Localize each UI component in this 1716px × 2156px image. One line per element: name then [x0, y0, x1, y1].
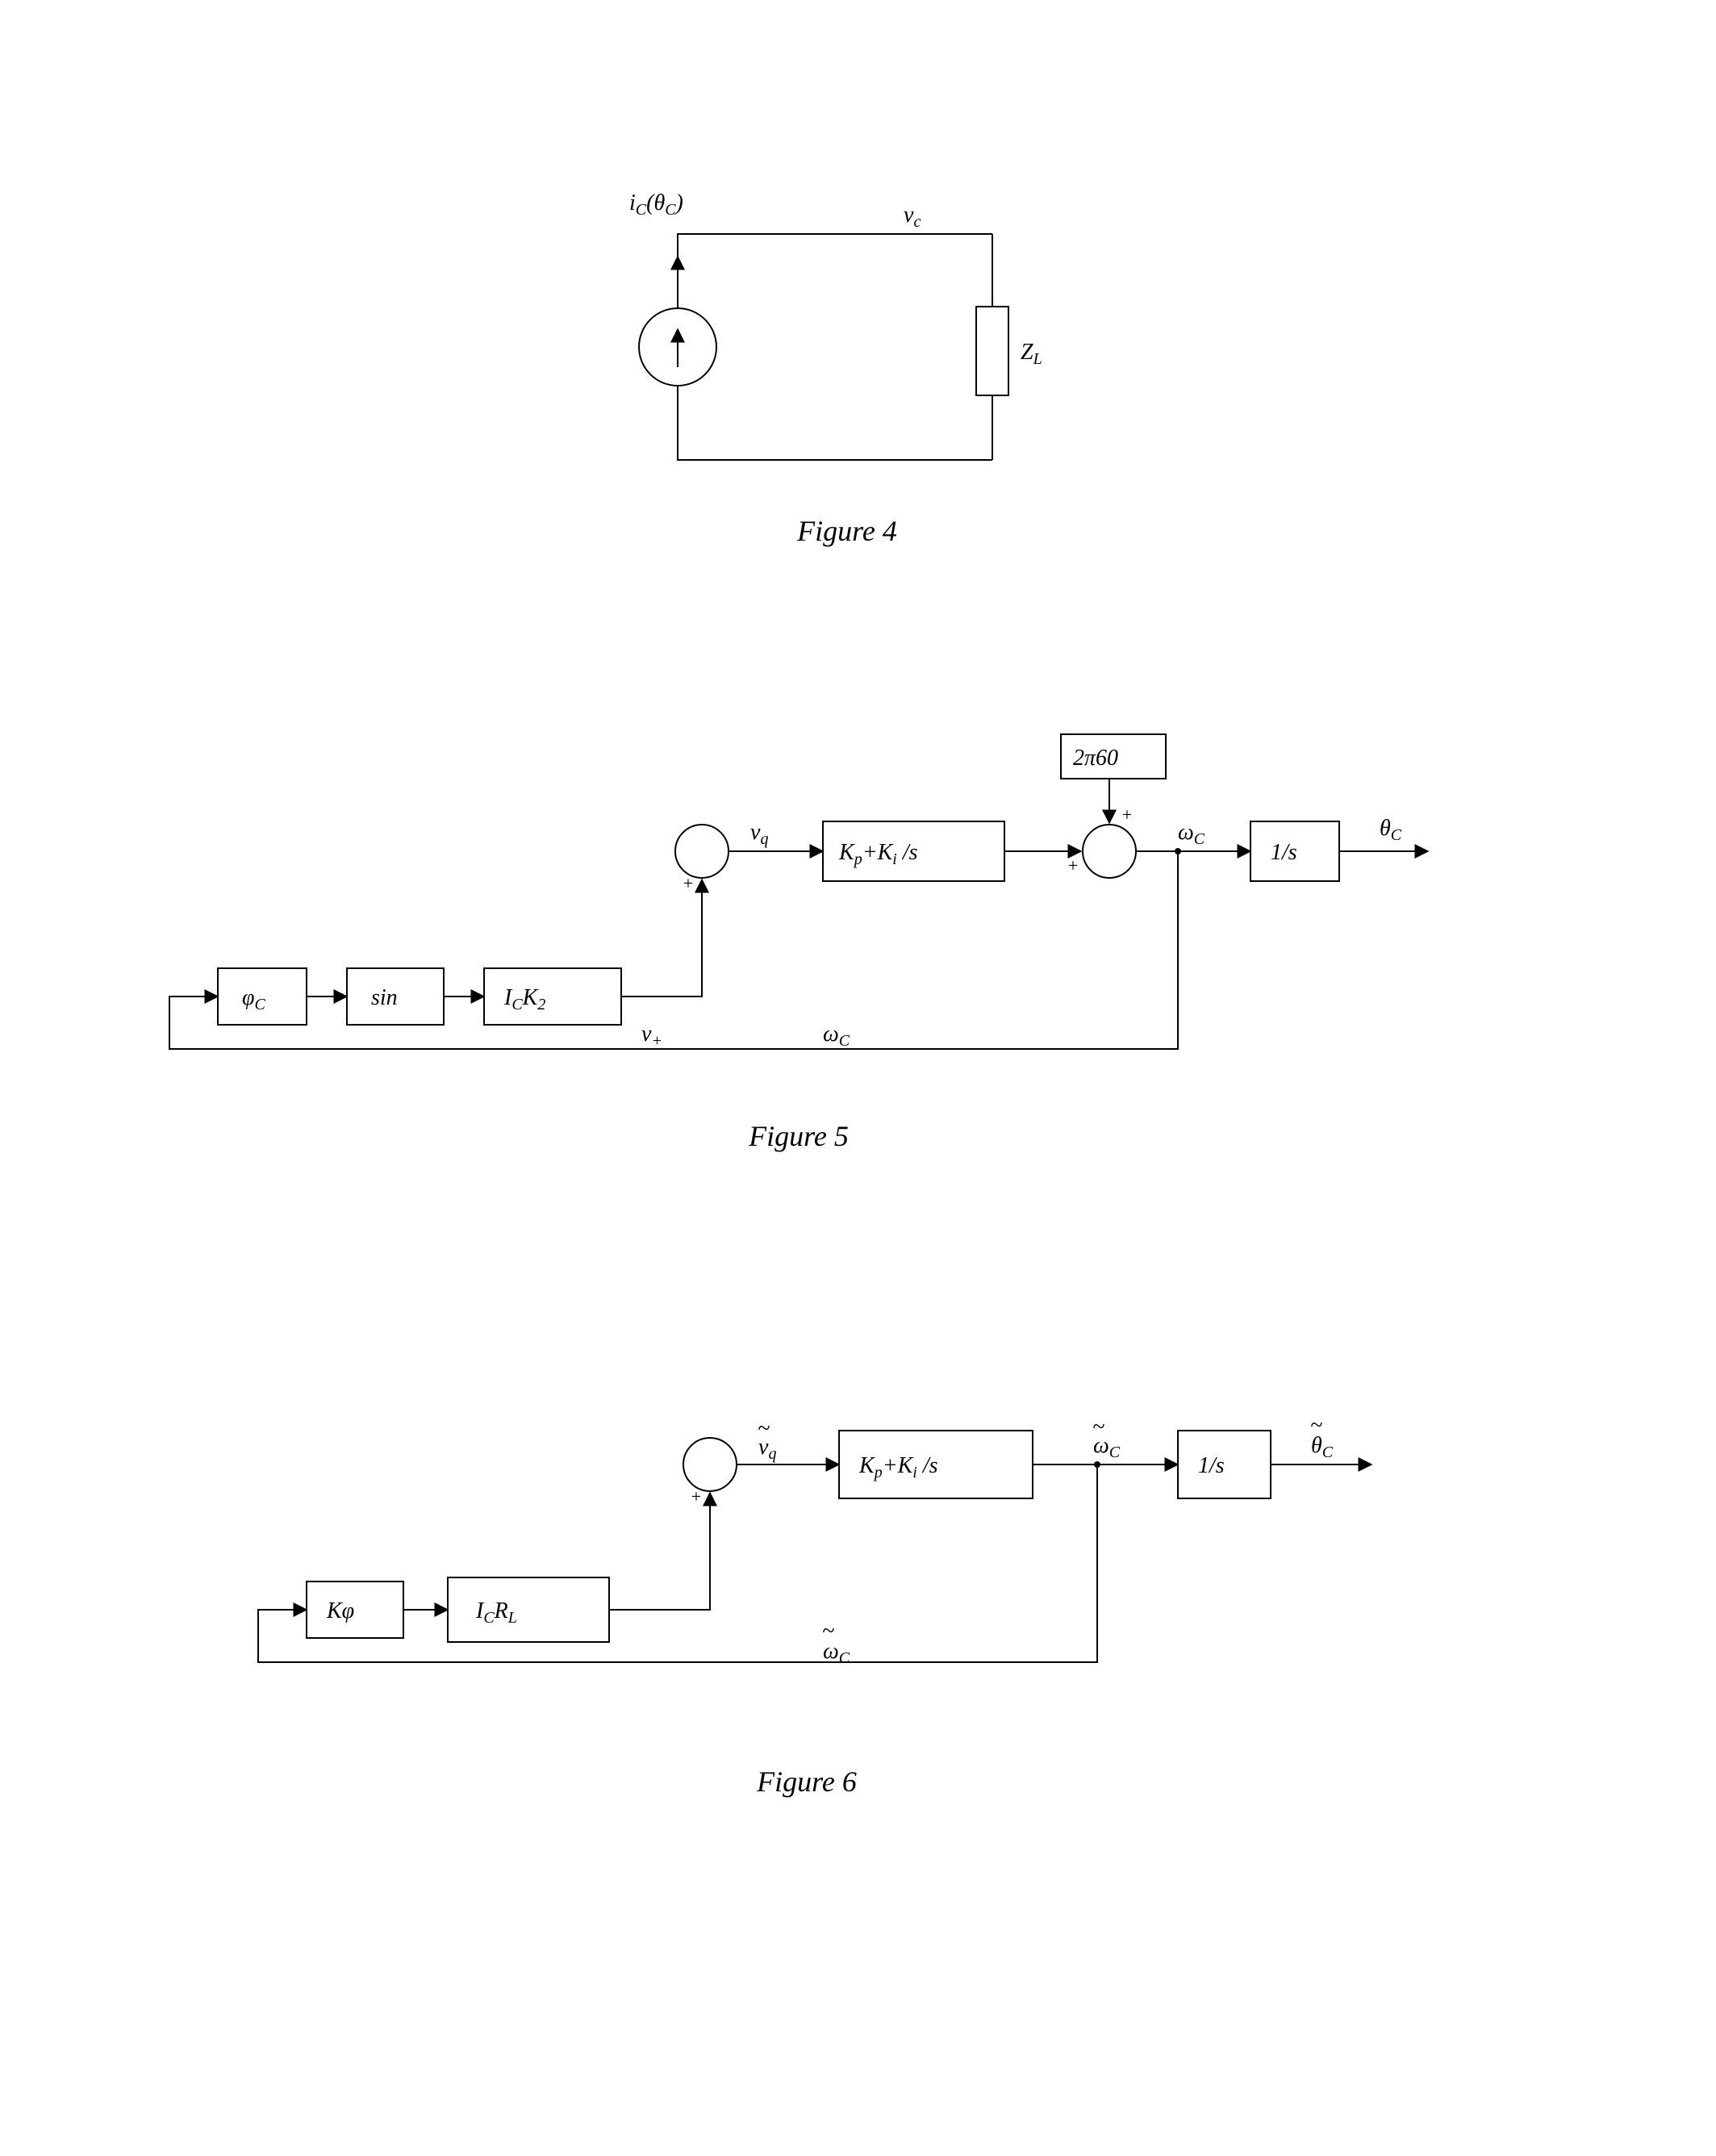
feedback-wire: [169, 851, 1178, 1049]
ic-label: iC(θC): [629, 190, 683, 219]
summer-2: [1083, 825, 1136, 878]
omega-c-tilde-mark: ~: [1092, 1414, 1104, 1439]
vq-tilde-mark: ~: [758, 1416, 770, 1441]
wire-bottom: [678, 386, 992, 460]
feedback-omega-label: ωC: [823, 1022, 850, 1050]
wire-top: [678, 234, 992, 308]
pi6-text: Kp+Ki /s: [858, 1453, 938, 1481]
figure-6: Kφ ICRL + vq ~ Kp+Ki /s: [258, 1413, 1372, 1798]
figure-4: iC(θC) vc ZL Figure 4: [629, 190, 1042, 547]
figure-4-caption: Figure 4: [796, 515, 897, 547]
feedback-omega6-tilde-mark: ~: [822, 1619, 834, 1644]
figure-5-caption: Figure 5: [748, 1120, 849, 1152]
omega-c-tilde-group: ωC ~: [1092, 1414, 1121, 1461]
summer6-plus-bottom: +: [691, 1486, 701, 1506]
wire-up-to-summer: [621, 880, 702, 997]
zl-label: ZL: [1021, 340, 1042, 368]
summer-1: [675, 825, 729, 878]
two-pi-60-text: 2π60: [1073, 746, 1118, 771]
summer2-plus-top: +: [1122, 804, 1132, 825]
summer2-plus-left: +: [1068, 855, 1078, 875]
sin-text: sin: [371, 985, 398, 1010]
theta-c-label: θC: [1380, 816, 1402, 844]
summer-6: [683, 1438, 737, 1491]
omega-c-label: ωC: [1178, 820, 1205, 848]
integrator6-text: 1/s: [1198, 1453, 1225, 1478]
vq-tilde-group: vq ~: [758, 1416, 776, 1463]
kphi-block: [307, 1581, 403, 1638]
summer1-plus-bottom: +: [683, 873, 693, 893]
vplus-label: v+: [641, 1022, 662, 1050]
wire-up-to-summer6: [609, 1493, 710, 1610]
vc-label: vc: [904, 203, 921, 231]
figure-6-caption: Figure 6: [756, 1765, 857, 1798]
vq-label: vq: [750, 820, 768, 848]
figure-5: φC sin ICK2 v+ + vq Kp+Ki /s: [169, 734, 1428, 1152]
theta-c-tilde-mark: ~: [1310, 1413, 1322, 1438]
kphi-text: Kφ: [326, 1598, 354, 1623]
theta-c-tilde-group: θC ~: [1310, 1413, 1334, 1461]
impedance-zl: [976, 307, 1008, 395]
integrator-text: 1/s: [1271, 840, 1297, 865]
feedback-omega-tilde-group: ωC ~: [822, 1619, 850, 1667]
icrl-block: [448, 1577, 609, 1642]
pi-text: Kp+Ki /s: [838, 840, 918, 868]
